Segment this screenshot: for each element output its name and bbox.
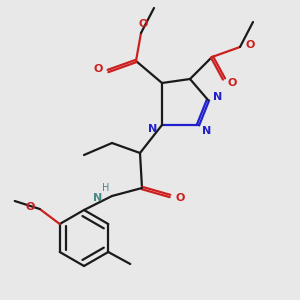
Text: N: N — [213, 92, 223, 102]
Text: O: O — [25, 202, 34, 212]
Text: O: O — [93, 64, 103, 74]
Text: O: O — [245, 40, 255, 50]
Text: N: N — [93, 193, 103, 203]
Text: O: O — [227, 78, 237, 88]
Text: H: H — [102, 183, 110, 193]
Text: N: N — [202, 126, 211, 136]
Text: N: N — [148, 124, 158, 134]
Text: O: O — [175, 193, 185, 203]
Text: O: O — [138, 19, 148, 29]
